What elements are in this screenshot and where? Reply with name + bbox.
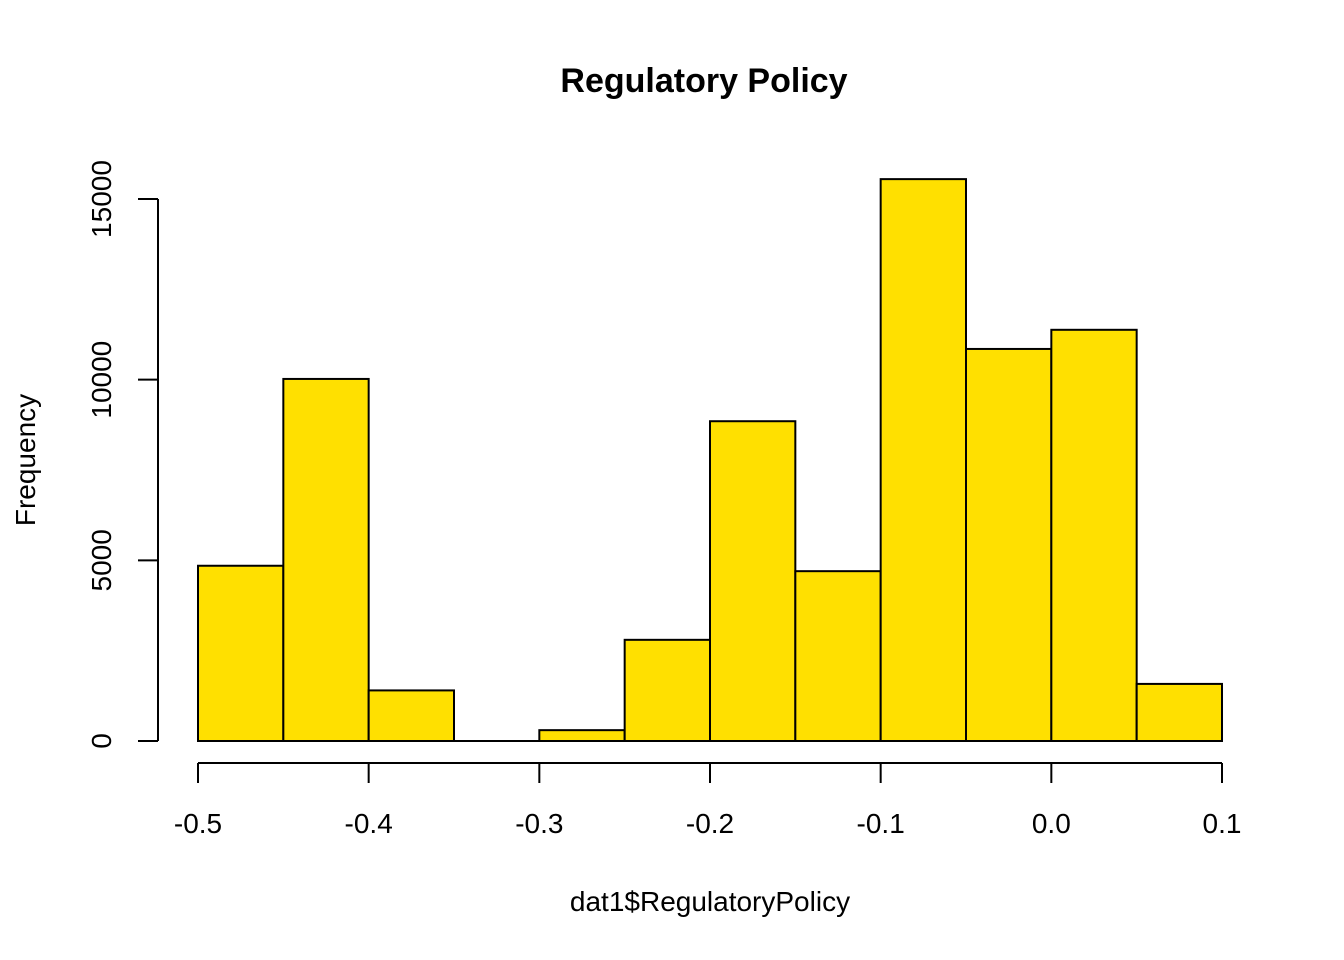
histogram-bar — [794, 570, 882, 742]
y-axis: 0 5000 10000 15000 — [86, 160, 159, 749]
x-tick-label: 0.0 — [1032, 808, 1071, 839]
histogram-bar — [367, 689, 455, 742]
histogram-bar — [965, 347, 1053, 742]
x-tick-label: -0.4 — [345, 808, 393, 839]
histogram-bar — [538, 729, 626, 742]
histogram-bar — [623, 638, 712, 742]
histogram-bar — [879, 178, 968, 743]
x-axis-label: dat1$RegulatoryPolicy — [570, 886, 850, 917]
chart-title: Regulatory Policy — [560, 62, 847, 100]
y-tick-label: 10000 — [86, 341, 117, 419]
x-tick-label: -0.1 — [857, 808, 905, 839]
histogram-bars — [197, 178, 1223, 743]
y-axis-label: Frequency — [10, 394, 41, 526]
x-tick-label: 0.1 — [1203, 808, 1242, 839]
x-tick-label: -0.3 — [515, 808, 563, 839]
histogram-bar — [1135, 682, 1223, 743]
histogram-bar — [282, 377, 370, 742]
histogram-bar — [1050, 328, 1138, 742]
y-tick-label: 15000 — [86, 160, 117, 238]
x-tick-label: -0.2 — [686, 808, 734, 839]
x-axis: -0.5 -0.4 -0.3 -0.2 -0.1 0.0 0.1 — [174, 762, 1242, 839]
x-tick-label: -0.5 — [174, 808, 222, 839]
y-tick-label: 5000 — [86, 529, 117, 591]
histogram-bar — [197, 564, 285, 743]
histogram-bar — [709, 420, 797, 742]
y-tick-label: 0 — [86, 733, 117, 749]
